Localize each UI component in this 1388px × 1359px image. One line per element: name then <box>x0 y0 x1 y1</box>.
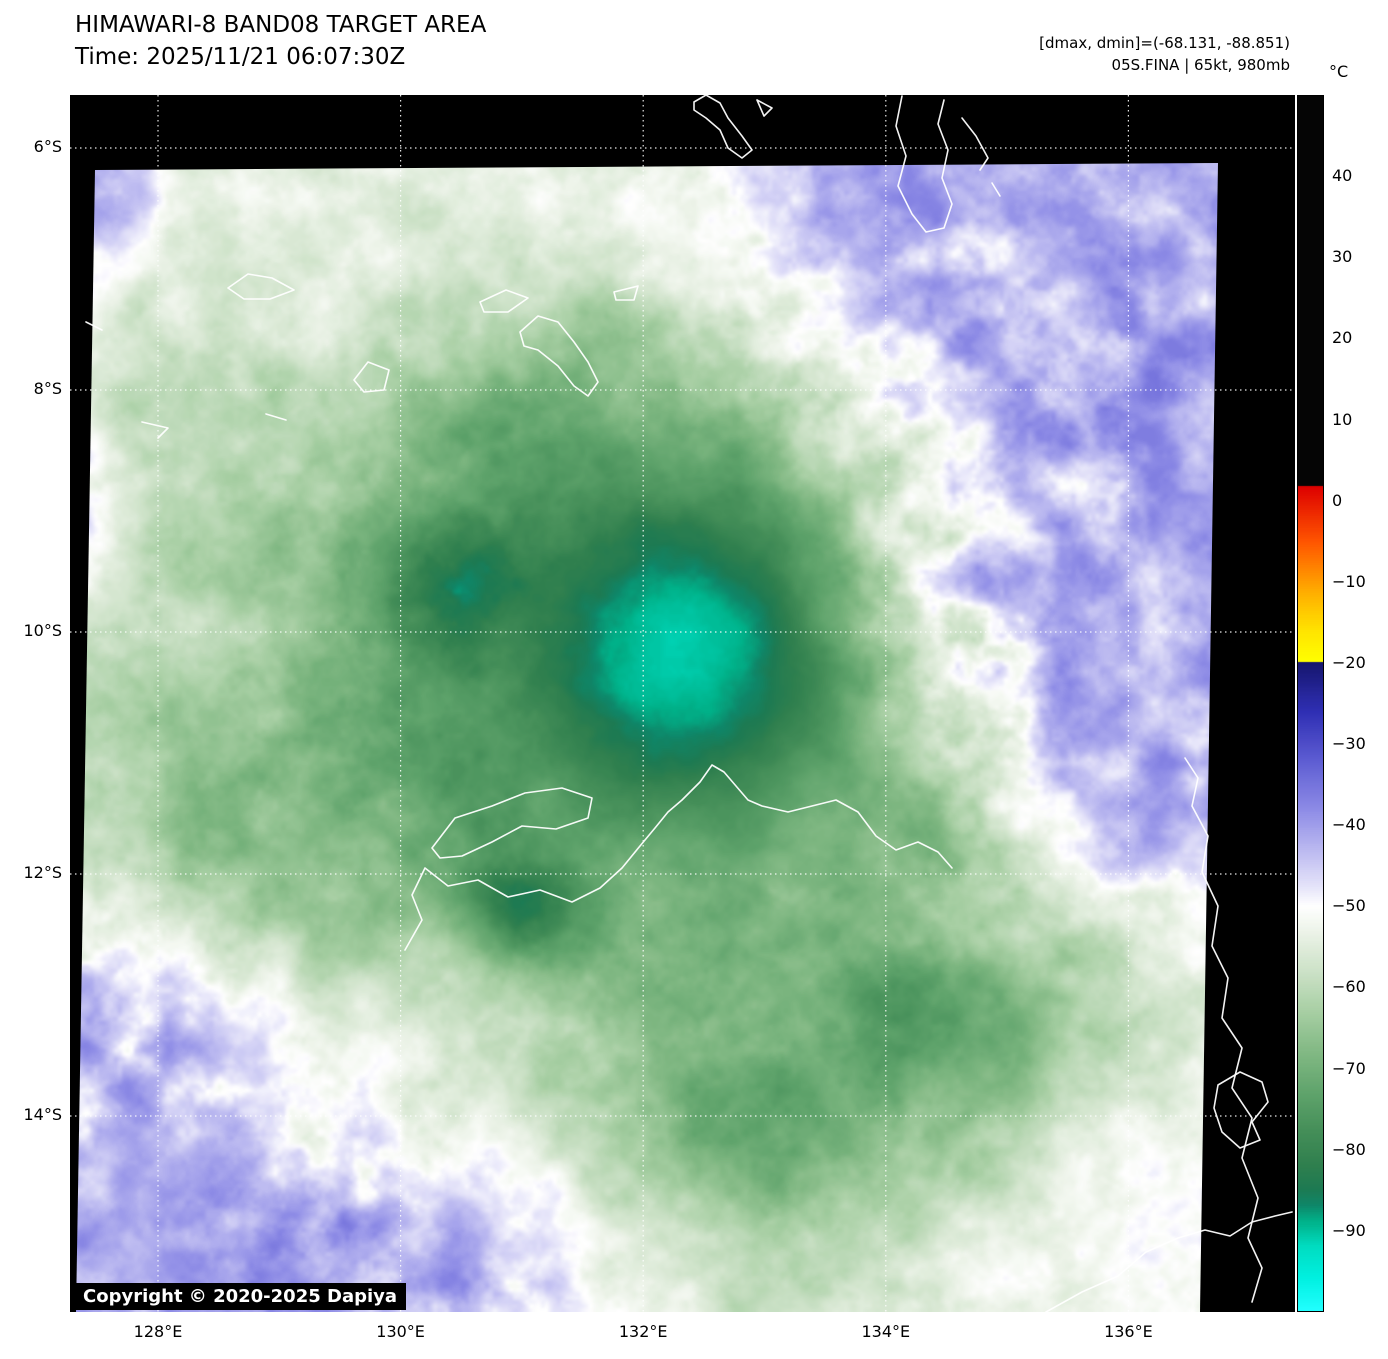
lon-axis-label: 136°E <box>1104 1322 1153 1341</box>
product-title: HIMAWARI-8 BAND08 TARGET AREA <box>75 12 487 38</box>
colorbar-tick-label: −90 <box>1332 1220 1366 1240</box>
colorbar-tick-label: −50 <box>1332 896 1366 916</box>
coastline <box>1045 1211 1293 1312</box>
lon-axis-label: 134°E <box>861 1322 911 1341</box>
colorbar-tick-label: −40 <box>1332 815 1366 835</box>
colorbar-tick-label: −70 <box>1332 1058 1366 1078</box>
coastline <box>1184 757 1263 1303</box>
colorbar-tick-label: 10 <box>1332 409 1353 429</box>
satellite-map: Copyright © 2020-2025 Dapiya <box>70 95 1295 1312</box>
colorbar-tick-label: 30 <box>1332 247 1353 267</box>
copyright-badge: Copyright © 2020-2025 Dapiya <box>74 1283 407 1310</box>
dmax-dmin-readout: [dmax, dmin]=(-68.131, -88.851) <box>1039 34 1290 52</box>
coastline <box>479 289 529 313</box>
colorbar-tick-label: −20 <box>1332 652 1366 672</box>
coastline <box>85 321 103 331</box>
coastline <box>1213 1071 1269 1149</box>
header-readouts: [dmax, dmin]=(-68.131, -88.851) 05S.FINA… <box>1039 32 1290 76</box>
colorbar-tick-label: 40 <box>1332 166 1353 186</box>
colorbar-tick-label: 0 <box>1332 490 1343 510</box>
lat-axis-label: 14°S <box>23 1105 62 1124</box>
coastline <box>353 361 390 393</box>
lon-axis-label: 132°E <box>618 1322 668 1341</box>
lat-axis-label: 10°S <box>23 621 62 640</box>
coastline <box>227 273 295 300</box>
colorbar-tick-label: −80 <box>1332 1139 1366 1159</box>
coastline <box>961 117 989 171</box>
colorbar <box>1297 95 1324 1312</box>
coastline <box>265 413 287 421</box>
coastline <box>693 95 753 159</box>
colorbar-tick-label: −10 <box>1332 571 1366 591</box>
coastline <box>519 315 599 397</box>
product-time: Time: 2025/11/21 06:07:30Z <box>75 44 406 70</box>
lon-axis-label: 128°E <box>133 1322 183 1341</box>
lat-axis-label: 12°S <box>23 863 62 882</box>
coastline <box>404 764 953 951</box>
lat-axis-label: 6°S <box>33 137 62 156</box>
coastline <box>613 285 639 301</box>
coastline <box>895 95 953 233</box>
lat-axis-label: 8°S <box>33 379 62 398</box>
colorbar-unit-label: °C <box>1329 62 1349 81</box>
colorbar-gradient <box>1298 96 1323 1311</box>
colorbar-tick-label: 20 <box>1332 328 1353 348</box>
lon-axis-label: 130°E <box>376 1322 425 1341</box>
coastline <box>141 421 169 439</box>
colorbar-tick-label: −30 <box>1332 734 1366 754</box>
colorbar-tick-label: −60 <box>1332 977 1366 997</box>
coastline <box>756 99 773 117</box>
coastline <box>431 787 593 859</box>
coastline-grid-overlay <box>70 95 1295 1312</box>
storm-intensity-readout: 05S.FINA | 65kt, 980mb <box>1111 56 1290 74</box>
coastline <box>991 182 1001 197</box>
satellite-imagery-canvas <box>76 163 1218 1312</box>
